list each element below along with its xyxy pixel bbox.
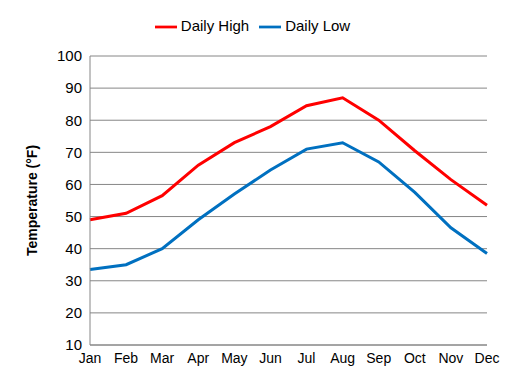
- svg-text:Jun: Jun: [259, 350, 282, 366]
- svg-text:Oct: Oct: [404, 350, 426, 366]
- html-text:Daily Low: Daily Low: [285, 17, 351, 34]
- svg-text:40: 40: [65, 240, 82, 257]
- svg-text:May: May: [221, 350, 247, 366]
- svg-text:Dec: Dec: [475, 350, 500, 366]
- svg-text:70: 70: [65, 144, 82, 161]
- svg-text:80: 80: [65, 112, 82, 129]
- svg-text:30: 30: [65, 272, 82, 289]
- svg-text:Jul: Jul: [298, 350, 316, 366]
- svg-text:Aug: Aug: [330, 350, 355, 366]
- svg-text:Apr: Apr: [187, 350, 209, 366]
- svg-text:Nov: Nov: [438, 350, 463, 366]
- svg-text:Temperature (°F): Temperature (°F): [24, 145, 40, 256]
- svg-text:50: 50: [65, 208, 82, 225]
- svg-text:100: 100: [57, 47, 82, 64]
- svg-text:90: 90: [65, 79, 82, 96]
- svg-text:Feb: Feb: [114, 350, 138, 366]
- html-text:Daily High: Daily High: [180, 17, 250, 34]
- svg-text:Mar: Mar: [150, 350, 174, 366]
- svg-text:60: 60: [65, 176, 82, 193]
- svg-text:Jan: Jan: [79, 350, 102, 366]
- svg-text:10: 10: [65, 336, 82, 353]
- svg-text:Sep: Sep: [366, 350, 391, 366]
- svg-text:20: 20: [65, 304, 82, 321]
